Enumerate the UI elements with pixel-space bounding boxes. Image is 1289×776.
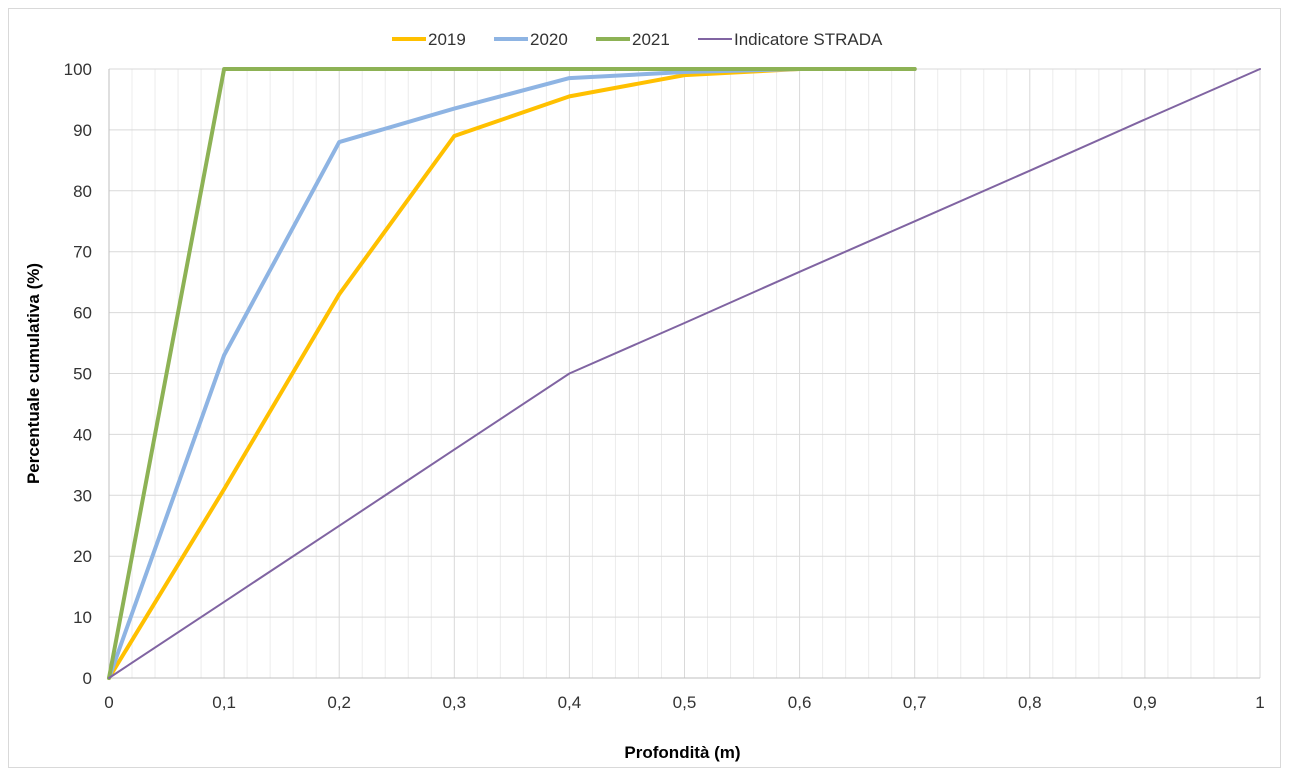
- y-tick-label: 80: [73, 182, 92, 201]
- x-tick-label: 0,2: [327, 693, 351, 712]
- legend-label: 2021: [632, 30, 670, 49]
- x-tick-label: 0,7: [903, 693, 927, 712]
- y-tick-label: 90: [73, 121, 92, 140]
- y-tick-label: 30: [73, 486, 92, 505]
- legend-label: 2019: [428, 30, 466, 49]
- y-tick-label: 100: [64, 60, 92, 79]
- y-tick-labels: 0 10 20 30 40 50 60 70 80 90 100: [64, 60, 92, 688]
- x-tick-label: 0: [104, 693, 113, 712]
- x-tick-labels: 0 0,1 0,2 0,3 0,4 0,5 0,6 0,7 0,8 0,9 1: [104, 693, 1264, 712]
- y-tick-label: 50: [73, 365, 92, 384]
- x-tick-label: 0,9: [1133, 693, 1157, 712]
- major-grid: [108, 68, 1261, 679]
- legend-label: Indicatore STRADA: [734, 30, 883, 49]
- y-axis-title: Percentuale cumulativa (%): [24, 263, 43, 484]
- x-tick-label: 0,1: [212, 693, 236, 712]
- x-tick-label: 1: [1255, 693, 1264, 712]
- x-tick-label: 0,3: [442, 693, 466, 712]
- x-tick-label: 0,6: [788, 693, 812, 712]
- y-tick-label: 40: [73, 425, 92, 444]
- series-line-indicatore-strada: [108, 68, 1261, 679]
- x-tick-label: 0,8: [1018, 693, 1042, 712]
- y-tick-label: 20: [73, 547, 92, 566]
- x-axis-title: Profondità (m): [624, 743, 740, 762]
- y-tick-label: 0: [83, 669, 92, 688]
- legend: 2019 2020 2021 Indicatore STRADA: [392, 30, 883, 49]
- series-layer: [107, 67, 1261, 680]
- x-tick-label: 0,4: [558, 693, 582, 712]
- axes: [108, 69, 1260, 679]
- y-tick-label: 10: [73, 608, 92, 627]
- series-line-2021: [107, 67, 917, 680]
- chart-frame: [8, 8, 1281, 768]
- x-tick-label: 0,5: [673, 693, 697, 712]
- legend-label: 2020: [530, 30, 568, 49]
- y-tick-label: 70: [73, 243, 92, 262]
- y-tick-label: 60: [73, 304, 92, 323]
